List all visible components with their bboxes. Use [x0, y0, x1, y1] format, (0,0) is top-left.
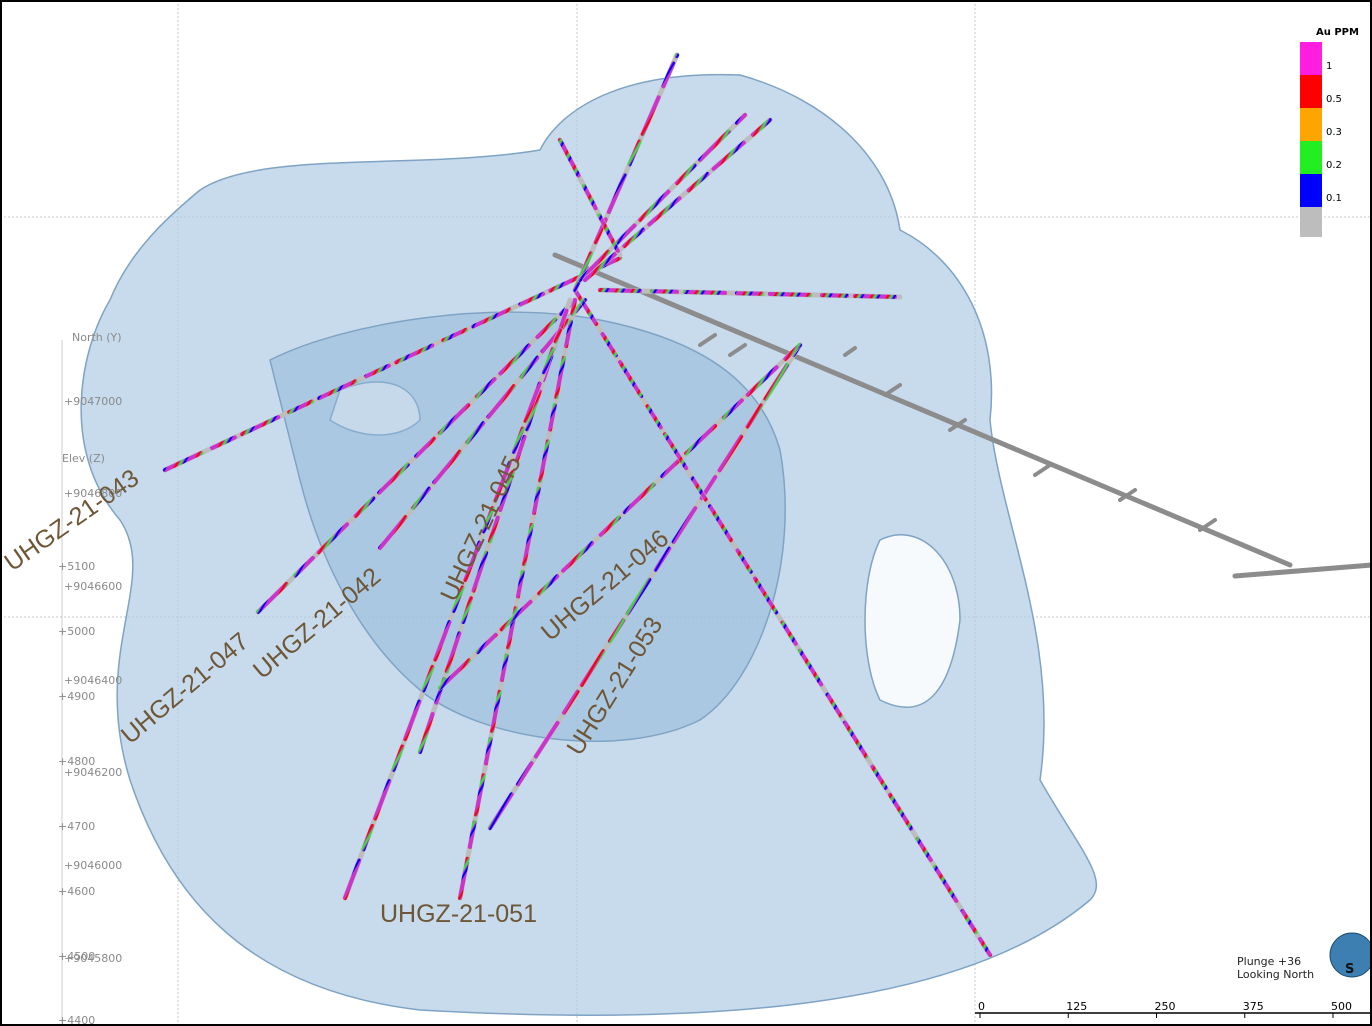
elev-tick-label: +4900 — [58, 690, 95, 703]
scale-label: 0 — [978, 1000, 985, 1013]
direction: Looking North — [1237, 968, 1314, 981]
elev-tick-label: +5000 — [58, 625, 95, 638]
north-tick-label: +9046200 — [64, 766, 122, 779]
north-tick-label: +9047000 — [64, 395, 122, 408]
legend-swatch — [1300, 75, 1322, 108]
drill-hole-assay — [598, 288, 902, 299]
drill-hole-assay — [573, 288, 992, 957]
legend-swatch — [1300, 141, 1322, 174]
drill-hole-assay — [438, 343, 802, 690]
legend-label: 0.3 — [1326, 127, 1342, 138]
axes: North (Y) Elev (Z) +9047000 +9046800 +9046… — [58, 331, 122, 1026]
drill-hole-assay — [578, 113, 747, 282]
elev-tick-label: +4500 — [58, 950, 95, 963]
decline — [552, 252, 1293, 568]
drill-hole-assay — [163, 256, 622, 472]
compass — [1329, 932, 1372, 978]
drill-hole-base — [572, 52, 680, 293]
drill-hole-assay — [256, 298, 577, 614]
legend-label: 1 — [1326, 61, 1332, 72]
legend-title: Au PPM — [1316, 27, 1359, 38]
legend-swatch — [1300, 207, 1322, 237]
north-tick-label: +9046000 — [64, 859, 122, 872]
north-tick-label: +9046800 — [64, 487, 122, 500]
elev-tick-label: +4600 — [58, 885, 95, 898]
scale-label: 500 — [1331, 1000, 1352, 1013]
legend-label: 0.2 — [1326, 160, 1342, 171]
drill-holes — [162, 52, 993, 958]
north-tick-label: +9045800 — [64, 952, 122, 965]
decline — [1232, 562, 1372, 579]
north-tick-label: +9046400 — [64, 674, 122, 687]
drill-hole-assay — [458, 298, 577, 900]
elev-tick-label: +5100 — [58, 560, 95, 573]
axis-title: Elev (Z) — [62, 452, 105, 465]
elev-tick-label: +4700 — [58, 820, 95, 833]
legend-label: 0.1 — [1326, 193, 1342, 204]
scale-bar: 0 125 250 375 500 — [975, 1000, 1372, 1018]
north-tick-label: +9046600 — [64, 580, 122, 593]
elev-tick-label: +4800 — [58, 755, 95, 768]
drill-hole-assay — [558, 138, 622, 257]
hole-label: UHGZ-21-051 — [380, 900, 537, 928]
legend-swatch — [1300, 108, 1322, 141]
drill-hole-assay — [343, 328, 562, 900]
drill-hole-assay — [488, 343, 802, 830]
elev-tick-label: +4400 — [58, 1014, 95, 1026]
compass-s: S — [1345, 962, 1354, 977]
axis-title: North (Y) — [72, 331, 122, 344]
scale-label: 125 — [1066, 1000, 1087, 1013]
drill-hole-assay — [583, 118, 772, 282]
legend-swatch — [1300, 42, 1322, 75]
solid-hole — [864, 534, 961, 708]
legend-label: 0.5 — [1326, 94, 1342, 105]
drill-hole-assay — [378, 298, 587, 550]
scale-label: 375 — [1243, 1000, 1264, 1013]
view-info: Plunge +36 Looking North S — [1237, 932, 1372, 981]
scale-label: 250 — [1155, 1000, 1176, 1013]
plunge: Plunge +36 — [1237, 955, 1301, 968]
tunnel — [552, 252, 1372, 579]
crosscut — [698, 333, 1217, 532]
legend-swatch — [1300, 174, 1322, 207]
legend: Au PPM 1 0.5 0.3 0.2 0.1 — [1300, 27, 1359, 237]
